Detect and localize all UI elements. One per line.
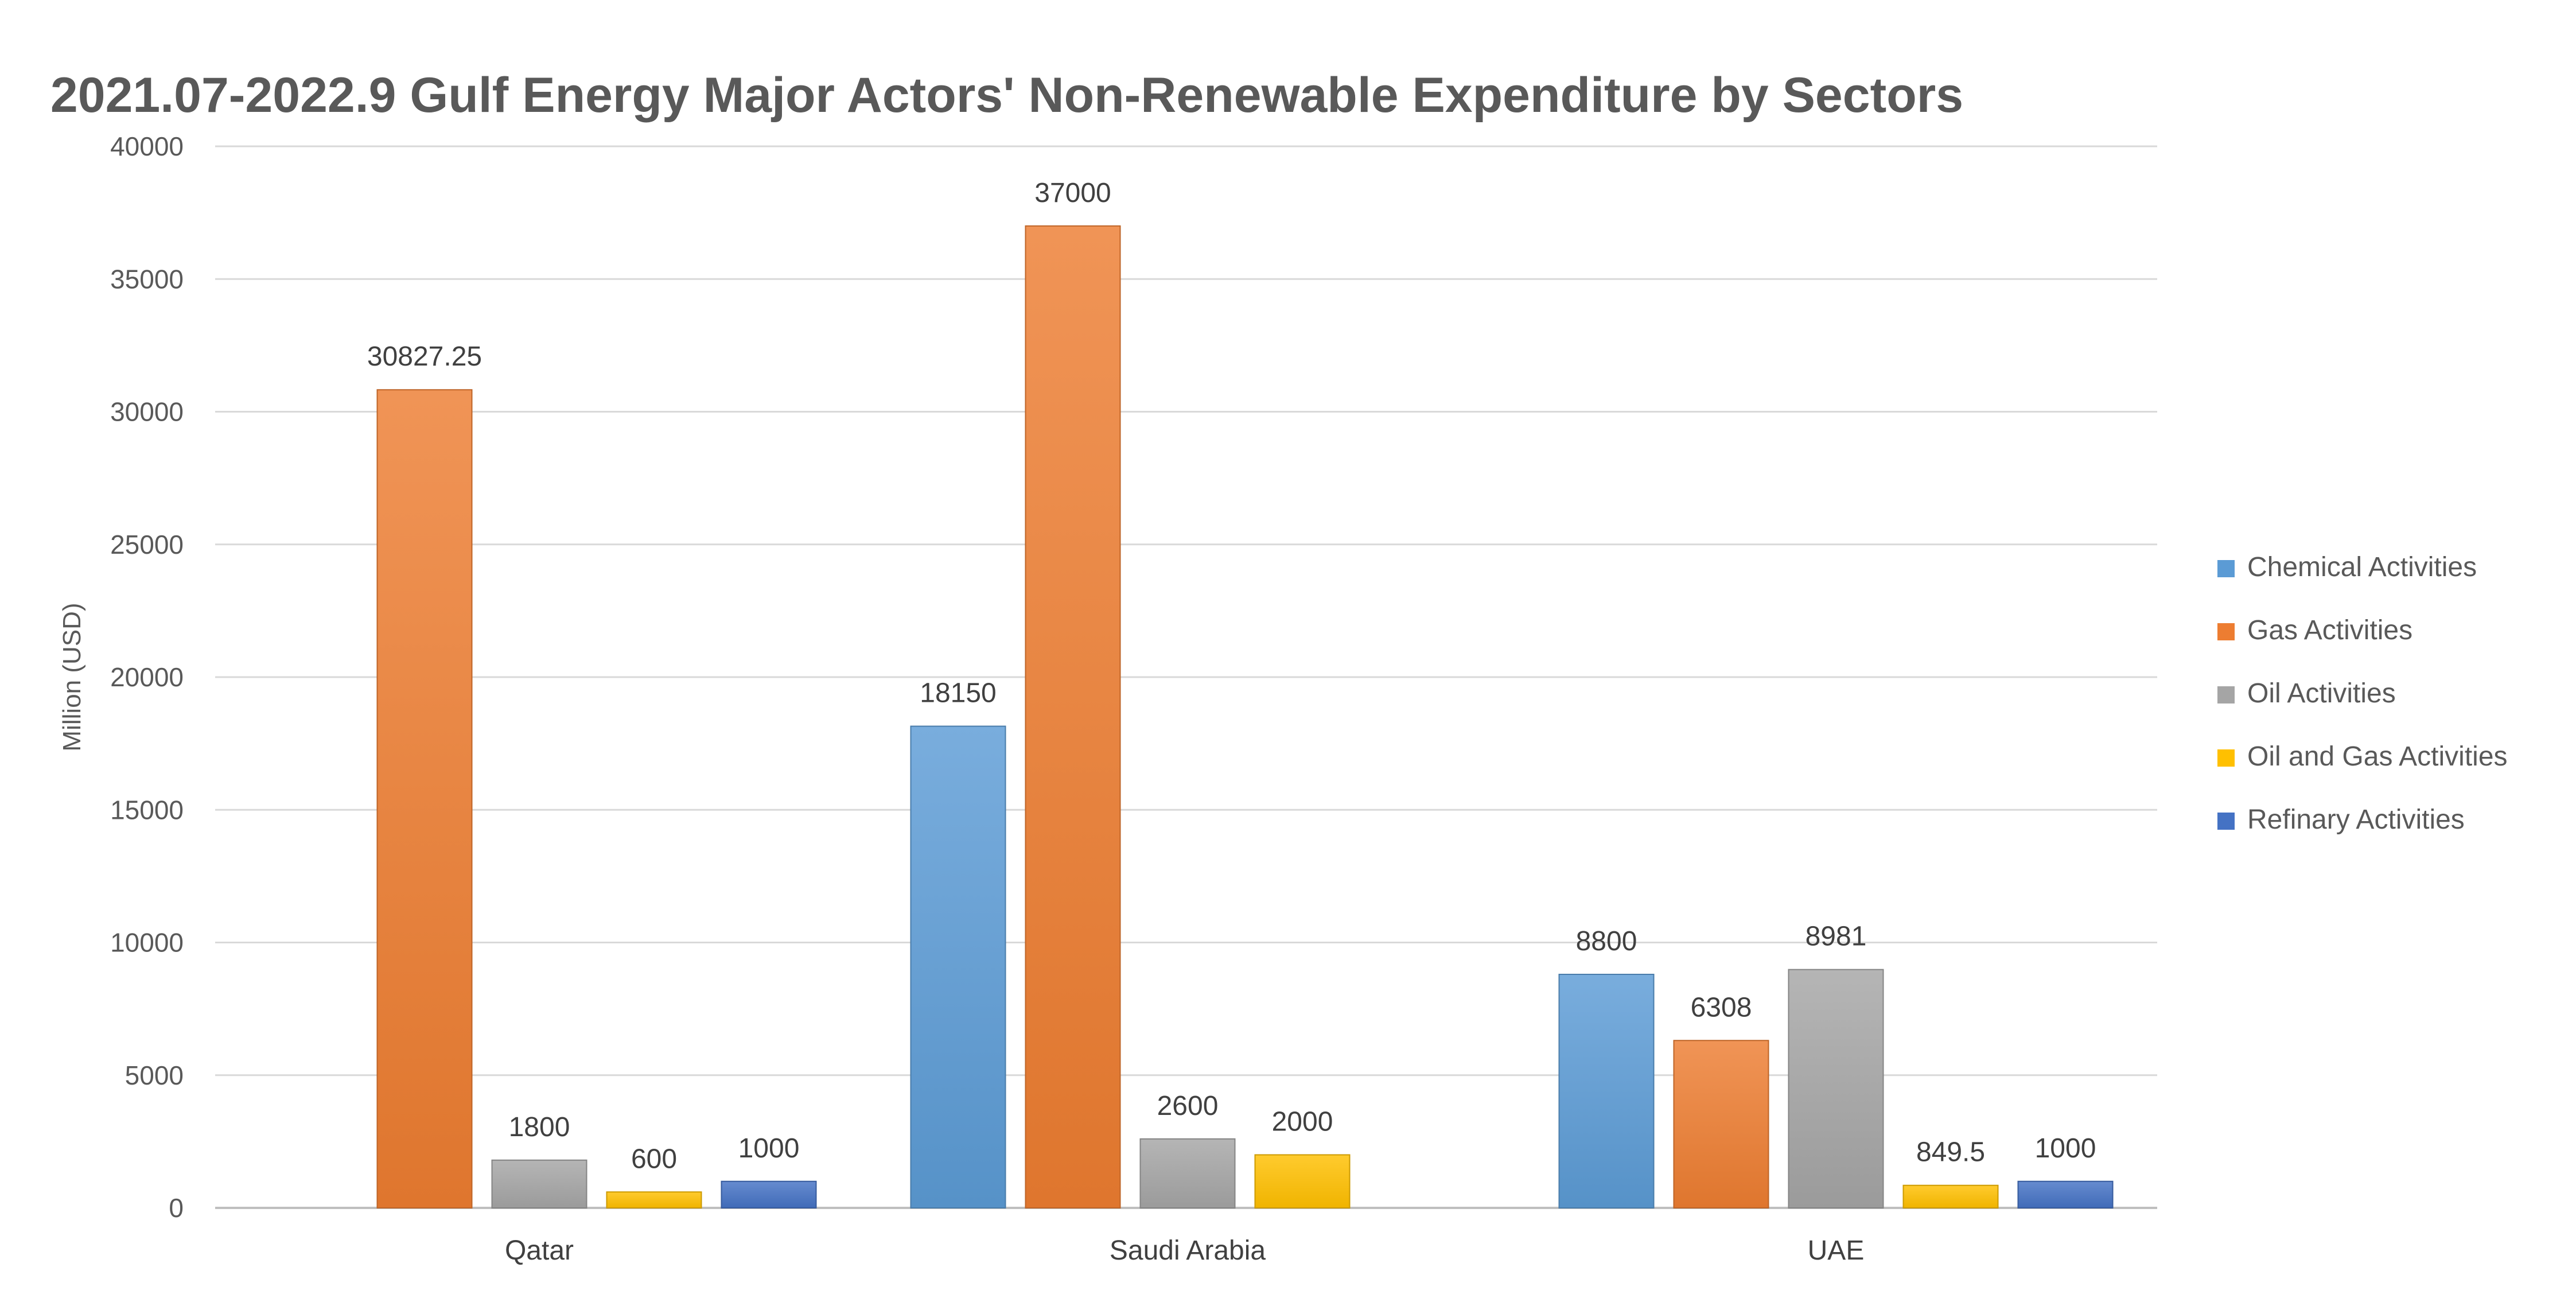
legend-swatch bbox=[2217, 813, 2235, 830]
legend-item-gas-activities: Gas Activities bbox=[2217, 615, 2412, 646]
legend-item-chemical-activities: Chemical Activities bbox=[2217, 552, 2477, 582]
legend-swatch bbox=[2217, 749, 2235, 767]
y-tick-label: 20000 bbox=[110, 662, 184, 692]
data-label: 30827.25 bbox=[367, 341, 482, 372]
legend-label: Oil Activities bbox=[2247, 678, 2396, 709]
legend-label: Oil and Gas Activities bbox=[2247, 741, 2508, 772]
data-label: 849.5 bbox=[1916, 1137, 1985, 1168]
bar-saudi-arabia-oil-activities bbox=[1139, 1138, 1236, 1208]
legend-item-oil-activities: Oil Activities bbox=[2217, 678, 2396, 709]
bars bbox=[376, 225, 2114, 1209]
bar-qatar-oil-and-gas-activities bbox=[606, 1191, 702, 1208]
bar-uae-oil-and-gas-activities bbox=[1902, 1184, 1999, 1209]
data-label: 8981 bbox=[1805, 922, 1867, 952]
bar-qatar-oil-activities bbox=[491, 1159, 587, 1208]
chart-title: 2021.07-2022.9 Gulf Energy Major Actors'… bbox=[50, 68, 1963, 123]
y-tick-label: 0 bbox=[169, 1193, 184, 1223]
bar-qatar-gas-activities bbox=[376, 389, 473, 1208]
data-label: 1000 bbox=[738, 1133, 800, 1164]
y-tick-label: 40000 bbox=[110, 131, 184, 161]
bar-uae-gas-activities bbox=[1673, 1040, 1769, 1208]
x-tick-label: Saudi Arabia bbox=[1110, 1235, 1266, 1266]
legend-swatch bbox=[2217, 623, 2235, 640]
legend-item-refinary-activities: Refinary Activities bbox=[2217, 804, 2465, 835]
data-label: 2000 bbox=[1272, 1107, 1333, 1137]
x-tick-label: UAE bbox=[1808, 1235, 1865, 1266]
data-label: 2600 bbox=[1157, 1091, 1219, 1121]
legend: Chemical Activities Gas Activities Oil Act… bbox=[2217, 552, 2508, 835]
y-axis-ticks: 0 5000 10000 15000 20000 25000 30000 35000 40000 bbox=[110, 131, 184, 1223]
bar-uae-oil-activities bbox=[1788, 969, 1884, 1209]
data-label: 18150 bbox=[920, 678, 996, 709]
x-tick-label: Qatar bbox=[505, 1235, 574, 1266]
legend-swatch bbox=[2217, 560, 2235, 577]
bar-uae-refinary-activities bbox=[2017, 1180, 2114, 1208]
legend-label: Refinary Activities bbox=[2247, 804, 2465, 835]
y-tick-label: 5000 bbox=[125, 1060, 184, 1090]
y-tick-label: 35000 bbox=[110, 264, 184, 294]
y-axis-label: Million (USD) bbox=[58, 603, 86, 751]
bar-qatar-refinary-activities bbox=[721, 1180, 817, 1208]
bar-uae-chemical-activities bbox=[1558, 974, 1655, 1208]
data-label: 6308 bbox=[1691, 992, 1752, 1023]
y-tick-label: 30000 bbox=[110, 397, 184, 427]
y-tick-label: 15000 bbox=[110, 795, 184, 825]
data-label: 1800 bbox=[509, 1112, 570, 1142]
data-labels: 30827.25 1800 600 1000 18150 37000 2600 2000 880… bbox=[367, 178, 2096, 1175]
legend-label: Gas Activities bbox=[2247, 615, 2412, 646]
bar-saudi-arabia-gas-activities bbox=[1025, 225, 1121, 1208]
legend-swatch bbox=[2217, 686, 2235, 704]
y-tick-label: 25000 bbox=[110, 530, 184, 559]
data-label: 600 bbox=[631, 1144, 677, 1174]
x-axis-ticks: Qatar Saudi Arabia UAE bbox=[505, 1235, 1864, 1266]
legend-item-oil-and-gas-activities: Oil and Gas Activities bbox=[2217, 741, 2508, 772]
y-tick-label: 10000 bbox=[110, 928, 184, 958]
legend-label: Chemical Activities bbox=[2247, 552, 2477, 582]
bar-saudi-arabia-chemical-activities bbox=[910, 725, 1006, 1208]
bar-saudi-arabia-oil-and-gas-activities bbox=[1254, 1154, 1351, 1208]
data-label: 1000 bbox=[2035, 1133, 2096, 1164]
data-label: 8800 bbox=[1576, 926, 1637, 957]
data-label: 37000 bbox=[1034, 178, 1111, 208]
